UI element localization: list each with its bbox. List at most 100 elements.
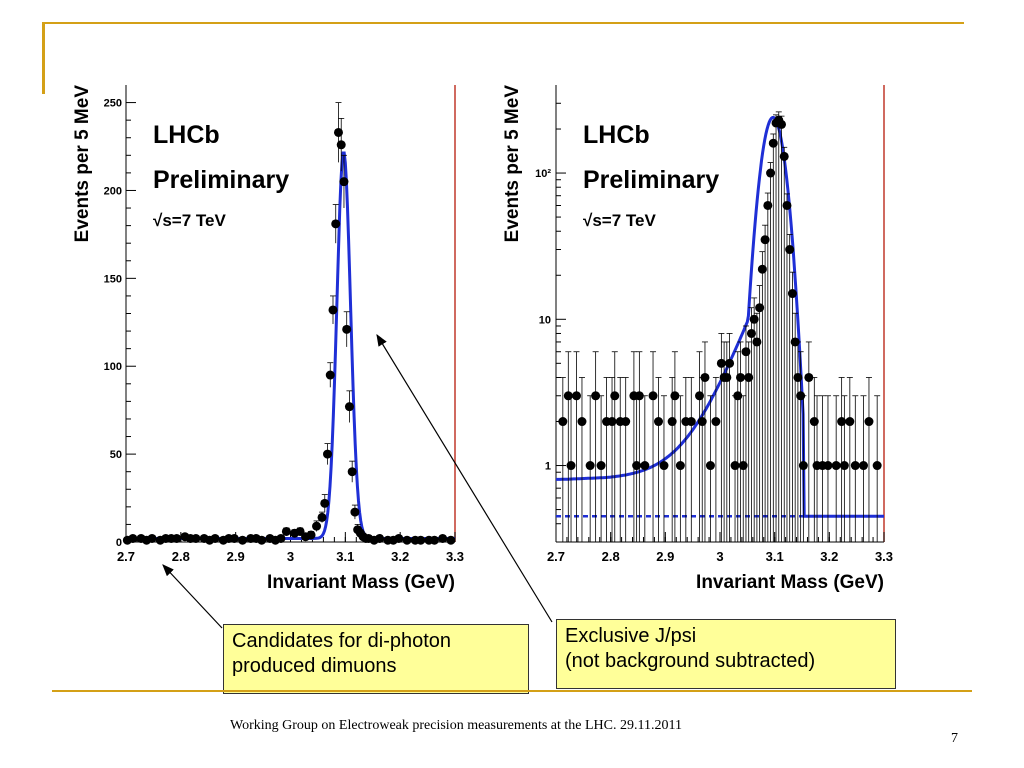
data-point	[730, 461, 740, 471]
data-point	[350, 507, 360, 517]
data-point	[238, 535, 248, 545]
data-point	[585, 461, 595, 471]
data-point	[686, 417, 696, 427]
data-point	[697, 417, 707, 427]
data-point	[766, 168, 776, 178]
data-point	[438, 533, 448, 543]
data-point	[752, 337, 762, 347]
arrow-to-left-plot-peak	[376, 333, 553, 623]
data-point	[333, 127, 343, 137]
data-point	[823, 461, 833, 471]
preliminary-label: Preliminary	[153, 166, 289, 194]
data-point	[446, 535, 456, 545]
data-point	[850, 461, 860, 471]
data-point	[577, 417, 587, 427]
data-point	[591, 391, 601, 401]
data-point	[648, 391, 658, 401]
data-point	[344, 402, 354, 412]
x-tick-label: 3	[287, 549, 294, 564]
data-point	[777, 119, 786, 129]
callout-dimuons: Candidates for di-photon produced dimuon…	[223, 624, 529, 694]
data-point	[782, 200, 792, 210]
data-point	[317, 512, 327, 522]
y-tick-label: 10	[539, 314, 551, 326]
data-point	[607, 417, 617, 427]
data-point	[229, 533, 239, 543]
data-point	[705, 461, 715, 471]
preliminary-label: Preliminary	[583, 166, 719, 194]
x-tick-label: 2.8	[172, 549, 190, 564]
y-tick-label: 200	[104, 185, 122, 197]
data-point	[172, 533, 182, 543]
x-axis-label: Invariant Mass (GeV)	[696, 572, 884, 593]
data-point	[640, 461, 650, 471]
data-point	[667, 417, 677, 427]
y-tick-label: 100	[104, 361, 122, 373]
data-point	[763, 200, 773, 210]
data-point	[210, 533, 220, 543]
x-tick-label: 3.1	[766, 549, 784, 564]
slide-frame-left	[42, 22, 45, 94]
lhcb-label: LHCb	[583, 121, 650, 149]
data-point	[325, 370, 335, 380]
left-mass-plot: 2.7 2.8 2.9 3 3.1 3.2 3.3 0 50 100 150 200 250 Invari…	[72, 85, 464, 593]
data-point	[558, 417, 568, 427]
data-point	[804, 372, 814, 382]
data-point	[700, 372, 710, 382]
data-point	[331, 219, 341, 229]
data-point	[659, 461, 669, 471]
energy-label: √s=7 TeV	[153, 211, 226, 230]
y-tick-label: 10²	[535, 168, 551, 180]
x-tick-label: 3.2	[391, 549, 409, 564]
data-point	[845, 417, 855, 427]
plots-canvas: 2.7 2.8 2.9 3 3.1 3.2 3.3 0 50 100 150 200 250 Invari…	[72, 85, 893, 629]
data-point	[859, 461, 868, 471]
data-point	[716, 358, 726, 368]
data-point	[336, 140, 346, 150]
y-axis-label: Events per 5 MeV	[502, 85, 523, 243]
data-point	[798, 461, 808, 471]
data-point	[695, 391, 704, 401]
data-point	[837, 417, 847, 427]
x-tick-label: 2.7	[547, 549, 565, 564]
y-tick-label: 250	[104, 98, 122, 110]
data-point	[339, 177, 349, 187]
data-point	[872, 461, 882, 471]
y-tick-label: 0	[116, 537, 122, 549]
data-point	[831, 461, 841, 471]
data-point	[312, 521, 322, 531]
data-point	[741, 347, 751, 357]
x-tick-label: 2.9	[227, 549, 245, 564]
x-tick-label: 2.9	[656, 549, 674, 564]
arrow-to-left-plot-baseline	[162, 564, 223, 629]
data-point	[342, 324, 352, 334]
data-point	[128, 533, 138, 543]
data-point	[711, 417, 721, 427]
data-point	[394, 533, 404, 543]
x-tick-label: 2.7	[117, 549, 135, 564]
callout-dimuons-line-2: produced dimuons	[232, 655, 397, 677]
x-tick-label: 3	[716, 549, 723, 564]
data-point	[864, 417, 874, 427]
data-point	[670, 391, 680, 401]
data-point	[621, 417, 631, 427]
callout-exclusive-jpsi: Exclusive J/psi (not background subtract…	[556, 619, 896, 689]
x-axis-label: Invariant Mass (GeV)	[267, 572, 455, 593]
data-point	[572, 391, 581, 401]
data-point	[760, 235, 770, 245]
data-point	[738, 461, 748, 471]
data-point	[809, 417, 819, 427]
data-point	[328, 305, 338, 315]
y-tick-label: 150	[104, 273, 122, 285]
data-point	[402, 535, 412, 545]
data-point	[257, 535, 267, 545]
data-point	[306, 530, 316, 540]
y-tick-label: 50	[110, 449, 122, 461]
data-point	[749, 314, 759, 324]
data-point	[733, 391, 743, 401]
data-point	[675, 461, 685, 471]
x-tick-label: 3.1	[336, 549, 354, 564]
x-tick-label: 3.3	[446, 549, 464, 564]
footer-rule	[52, 690, 972, 692]
data-point	[736, 372, 745, 382]
